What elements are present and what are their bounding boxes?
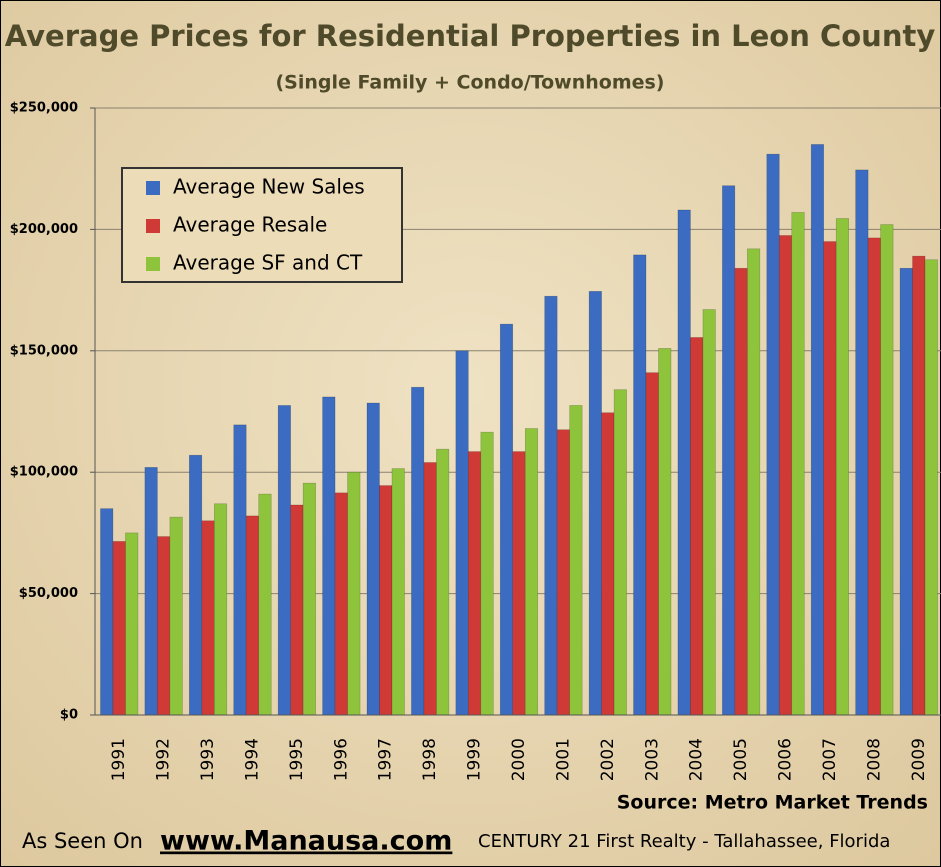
bar <box>334 492 348 716</box>
y-tick-label: $150,000 <box>10 343 78 358</box>
bar <box>302 482 316 716</box>
bar <box>791 212 805 716</box>
bar <box>810 144 824 716</box>
legend-swatch <box>146 219 160 233</box>
bar <box>125 532 139 716</box>
bar <box>855 169 869 716</box>
bar <box>601 412 615 716</box>
bar <box>924 259 938 716</box>
plot: $0 $50,000 $100,000 $150,000 $200,000 $250,00… <box>10 101 941 781</box>
legend-swatch <box>146 181 160 195</box>
bar <box>379 485 393 716</box>
bar <box>366 402 380 716</box>
chart-title: Average Prices for Residential Propertie… <box>5 19 936 53</box>
bar <box>823 241 837 716</box>
bar <box>512 451 526 716</box>
bar <box>658 348 672 716</box>
bar <box>100 508 114 716</box>
y-tick-label: $0 <box>60 708 78 723</box>
x-tick-label: 1991 <box>109 738 129 781</box>
legend-label: Average SF and CT <box>173 251 363 275</box>
bar <box>690 337 704 716</box>
chart-subtitle: (Single Family + Condo/Townhomes) <box>275 72 664 94</box>
bar <box>747 248 761 716</box>
bar <box>169 516 183 716</box>
bar <box>411 386 425 716</box>
bar <box>556 429 570 716</box>
bar <box>544 295 558 716</box>
bar <box>322 396 336 716</box>
x-tick-label: 2005 <box>731 738 751 781</box>
bar <box>722 185 736 716</box>
bar <box>702 309 716 716</box>
x-tick-label: 2007 <box>820 738 840 781</box>
bar <box>201 520 215 716</box>
y-tick-label: $250,000 <box>10 101 78 116</box>
legend-label: Average New Sales <box>173 175 365 199</box>
bar <box>499 323 514 716</box>
source: Source: Metro Market Trends <box>617 792 928 814</box>
bar <box>480 431 494 716</box>
x-tick-label: 1994 <box>242 738 262 781</box>
bar <box>455 350 469 716</box>
x-tick-label: 1992 <box>154 738 174 781</box>
bar <box>436 448 450 716</box>
footer-prefix: As Seen On <box>22 829 143 853</box>
bar <box>677 209 691 716</box>
bar <box>347 471 361 716</box>
bar <box>189 454 203 716</box>
x-tick-label: 1993 <box>198 738 218 781</box>
legend-box <box>121 167 403 283</box>
bar <box>233 424 247 716</box>
bar <box>867 237 881 716</box>
x-tick-label: 2003 <box>642 738 662 781</box>
footer-site: www.Manausa.com <box>160 826 452 857</box>
bar <box>524 428 539 716</box>
legend-label: Average Resale <box>173 213 327 237</box>
x-tick-label: 1997 <box>376 738 396 781</box>
bar <box>588 291 602 716</box>
bar <box>734 267 748 716</box>
bar <box>633 254 647 716</box>
bar <box>912 255 926 716</box>
bar <box>613 389 627 716</box>
bar <box>214 503 228 716</box>
x-tick-label: 2008 <box>864 738 884 781</box>
legend: Average New Sales Average Resale Average S… <box>121 167 403 283</box>
x-tick-label: 1999 <box>465 738 485 781</box>
y-tick-label: $50,000 <box>19 586 78 601</box>
bar <box>645 372 659 716</box>
bar <box>144 467 158 716</box>
bar <box>277 405 291 716</box>
bar <box>468 451 482 716</box>
bar <box>835 218 849 716</box>
bar <box>245 515 260 716</box>
x-tick-label: 2006 <box>776 738 796 781</box>
bar <box>766 153 780 716</box>
y-tick-label: $100,000 <box>10 465 78 480</box>
x-tick-label: 2002 <box>598 738 618 781</box>
x-tick-label: 2001 <box>553 738 573 781</box>
x-tick-label: 1996 <box>331 738 351 781</box>
x-tick-label: 1995 <box>287 738 307 781</box>
bar <box>569 405 583 716</box>
x-tick-label: 2000 <box>509 738 529 781</box>
legend-swatch <box>146 257 160 271</box>
x-tick-label: 2004 <box>687 738 707 781</box>
x-tick-label: 1998 <box>420 738 440 781</box>
bar <box>290 504 304 716</box>
bar <box>157 536 171 716</box>
bar <box>899 267 913 716</box>
footer-company: CENTURY 21 First Realty - Tallahassee, F… <box>478 831 890 852</box>
bar <box>391 468 405 716</box>
bar <box>423 462 437 716</box>
y-tick-label: $200,000 <box>10 222 78 237</box>
bar <box>880 224 894 716</box>
bar <box>778 235 793 716</box>
bar <box>258 493 272 716</box>
x-tick-label: 2009 <box>909 738 929 781</box>
bar <box>112 541 126 716</box>
